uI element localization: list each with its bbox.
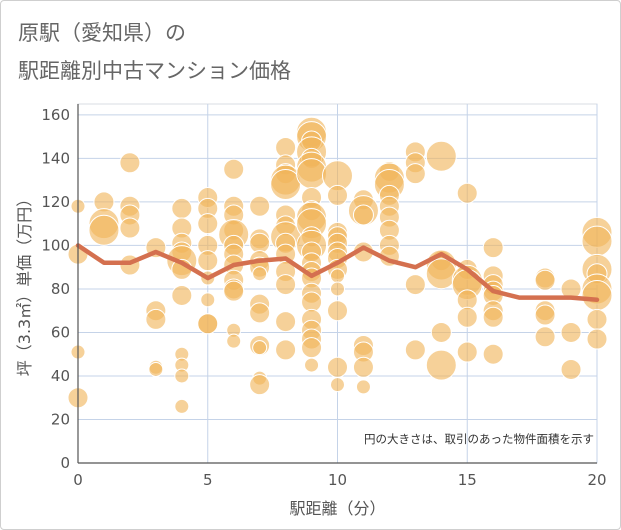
data-bubble [252, 266, 268, 282]
bubble-layer [67, 116, 613, 414]
data-bubble [119, 152, 141, 174]
trend-line-layer [75, 243, 600, 303]
data-bubble [330, 377, 345, 393]
x-tick-label: 10 [328, 471, 347, 489]
y-tick-label: 60 [51, 323, 70, 341]
data-bubble [330, 268, 345, 284]
y-axis-title: 坪（3.3㎡）単価（万円） [15, 191, 34, 376]
y-tick-label: 0 [60, 454, 70, 472]
data-bubble [586, 308, 608, 330]
data-bubble [352, 356, 374, 378]
data-bubble [534, 269, 556, 291]
data-bubble [482, 237, 504, 259]
data-bubble [352, 204, 374, 226]
data-bubble [534, 326, 556, 348]
data-bubble [174, 368, 190, 384]
data-bubble [456, 341, 478, 363]
data-bubble [301, 337, 323, 359]
data-bubble [226, 333, 242, 349]
data-bubble [560, 321, 582, 343]
data-bubble [586, 328, 608, 350]
y-tick-label: 20 [51, 410, 70, 428]
data-bubble [404, 274, 426, 296]
data-bubble [174, 398, 190, 414]
data-bubble [249, 302, 271, 324]
data-bubble [404, 339, 426, 361]
data-bubble [304, 357, 320, 373]
x-tick-label: 0 [73, 471, 83, 489]
y-tick-label: 100 [41, 236, 70, 254]
data-bubble [534, 304, 556, 326]
data-bubble [482, 306, 504, 328]
y-tick-label: 120 [41, 193, 70, 211]
chart-title-line-1: 原駅（愛知県）の [18, 21, 186, 45]
data-bubble [249, 374, 271, 396]
y-tick-label: 160 [41, 106, 70, 124]
data-bubble [197, 313, 219, 335]
data-bubble [223, 158, 245, 180]
data-bubble [275, 274, 297, 296]
data-bubble [425, 349, 457, 381]
y-tick-label: 140 [41, 149, 70, 167]
data-bubble [145, 308, 167, 330]
axis-layer: 0 20 40 60 80 100 120 140 160 0 5 10 15 20 [41, 104, 607, 489]
data-bubble [327, 356, 348, 378]
data-bubble [430, 321, 452, 343]
data-bubble [171, 284, 193, 306]
y-tick-label: 80 [51, 280, 70, 298]
data-bubble [223, 280, 245, 302]
data-bubble [482, 343, 504, 365]
data-bubble [581, 279, 613, 311]
data-bubble [171, 197, 193, 219]
data-bubble [425, 140, 457, 172]
data-bubble [249, 195, 271, 217]
data-bubble [252, 340, 268, 356]
data-bubble [327, 300, 348, 322]
x-axis-title: 駅距離（分） [289, 499, 385, 518]
data-bubble [148, 361, 164, 377]
chart-title-line-2: 駅距離別中古マンション価格 [18, 59, 291, 83]
x-tick-label: 20 [587, 471, 606, 489]
data-bubble [355, 379, 371, 395]
data-bubble [404, 163, 426, 185]
data-bubble [200, 292, 216, 308]
bubble-size-note: 円の大きさは、取引のあった物件面積を示す [364, 432, 594, 446]
data-bubble [456, 306, 478, 328]
data-bubble [88, 214, 120, 246]
x-tick-label: 5 [203, 471, 213, 489]
data-bubble [330, 281, 345, 297]
data-bubble [197, 250, 219, 272]
y-tick-label: 40 [51, 367, 70, 385]
data-bubble [197, 213, 219, 235]
x-tick-label: 15 [458, 471, 477, 489]
data-bubble [560, 358, 582, 380]
data-bubble [456, 182, 478, 204]
data-bubble [119, 217, 141, 239]
data-bubble [296, 158, 328, 190]
data-bubble [275, 311, 297, 333]
data-bubble [275, 339, 297, 361]
data-bubble [581, 225, 613, 257]
average-price-trend-line [75, 243, 600, 303]
data-bubble [327, 184, 348, 206]
